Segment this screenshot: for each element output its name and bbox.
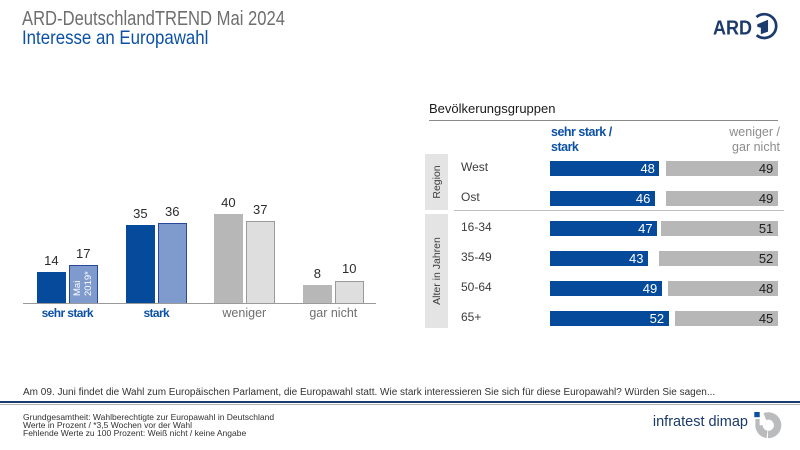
svg-text:ARD: ARD <box>713 18 752 40</box>
